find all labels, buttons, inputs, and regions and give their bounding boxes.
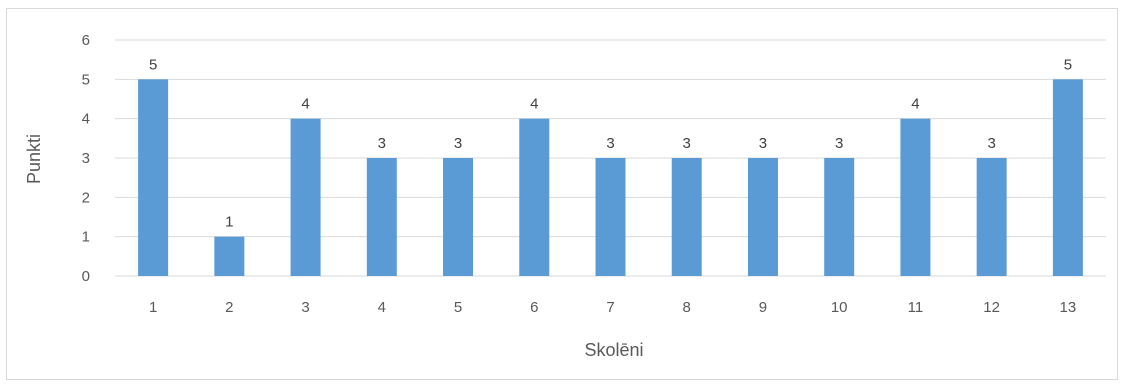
bar-11 (900, 118, 931, 277)
data-label-2: 1 (225, 214, 233, 231)
bar-13 (1052, 79, 1083, 276)
bar-10 (824, 158, 855, 276)
y-tick-label: 1 (82, 229, 90, 246)
x-axis-ticks: 1 2 3 4 5 6 7 8 9 10 11 12 13 (149, 299, 1076, 316)
x-tick-label: 11 (908, 299, 924, 316)
bar-8 (671, 158, 702, 276)
data-label-9: 3 (759, 135, 767, 152)
data-label-4: 3 (378, 135, 386, 152)
y-tick-label: 0 (82, 268, 90, 285)
data-label-1: 5 (149, 56, 157, 73)
bar-6 (519, 118, 550, 277)
bar-1 (138, 79, 169, 276)
bar-12 (976, 158, 1007, 276)
data-label-10: 3 (835, 135, 843, 152)
data-label-5: 3 (454, 135, 462, 152)
y-tick-label: 5 (82, 71, 90, 88)
x-tick-label: 6 (530, 299, 538, 316)
bar-9 (747, 158, 778, 276)
x-tick-label: 5 (454, 299, 462, 316)
y-axis-ticks: 0 1 2 3 4 5 6 (82, 32, 90, 285)
x-tick-label: 7 (606, 299, 614, 316)
bar-2 (214, 236, 245, 276)
data-label-6: 4 (530, 96, 538, 113)
x-tick-label: 9 (759, 299, 767, 316)
chart-area (6, 8, 1118, 380)
y-tick-label: 6 (82, 32, 90, 49)
y-tick-label: 3 (82, 150, 90, 167)
x-axis-title: Skolēni (584, 340, 643, 360)
data-label-8: 3 (683, 135, 691, 152)
gridlines (115, 39, 1106, 277)
bar-3 (290, 118, 321, 277)
data-label-7: 3 (606, 135, 614, 152)
bar-4 (366, 158, 397, 276)
y-tick-label: 4 (82, 111, 90, 128)
x-tick-label: 4 (378, 299, 386, 316)
bar-7 (595, 158, 626, 276)
x-tick-label: 1 (149, 299, 157, 316)
x-tick-label: 13 (1060, 299, 1077, 316)
data-labels: 5 1 4 3 3 4 3 3 3 3 4 3 5 (149, 56, 1072, 230)
x-tick-label: 12 (983, 299, 1000, 316)
data-label-3: 4 (301, 96, 309, 113)
data-label-12: 3 (987, 135, 995, 152)
data-label-13: 5 (1064, 56, 1072, 73)
y-axis-title: Punkti (24, 134, 44, 184)
x-tick-label: 3 (301, 299, 309, 316)
y-tick-label: 2 (82, 189, 90, 206)
data-label-11: 4 (911, 96, 919, 113)
bars (138, 79, 1083, 277)
x-tick-label: 8 (683, 299, 691, 316)
x-tick-label: 2 (225, 299, 233, 316)
bar-5 (443, 158, 474, 276)
x-tick-label: 10 (831, 299, 848, 316)
